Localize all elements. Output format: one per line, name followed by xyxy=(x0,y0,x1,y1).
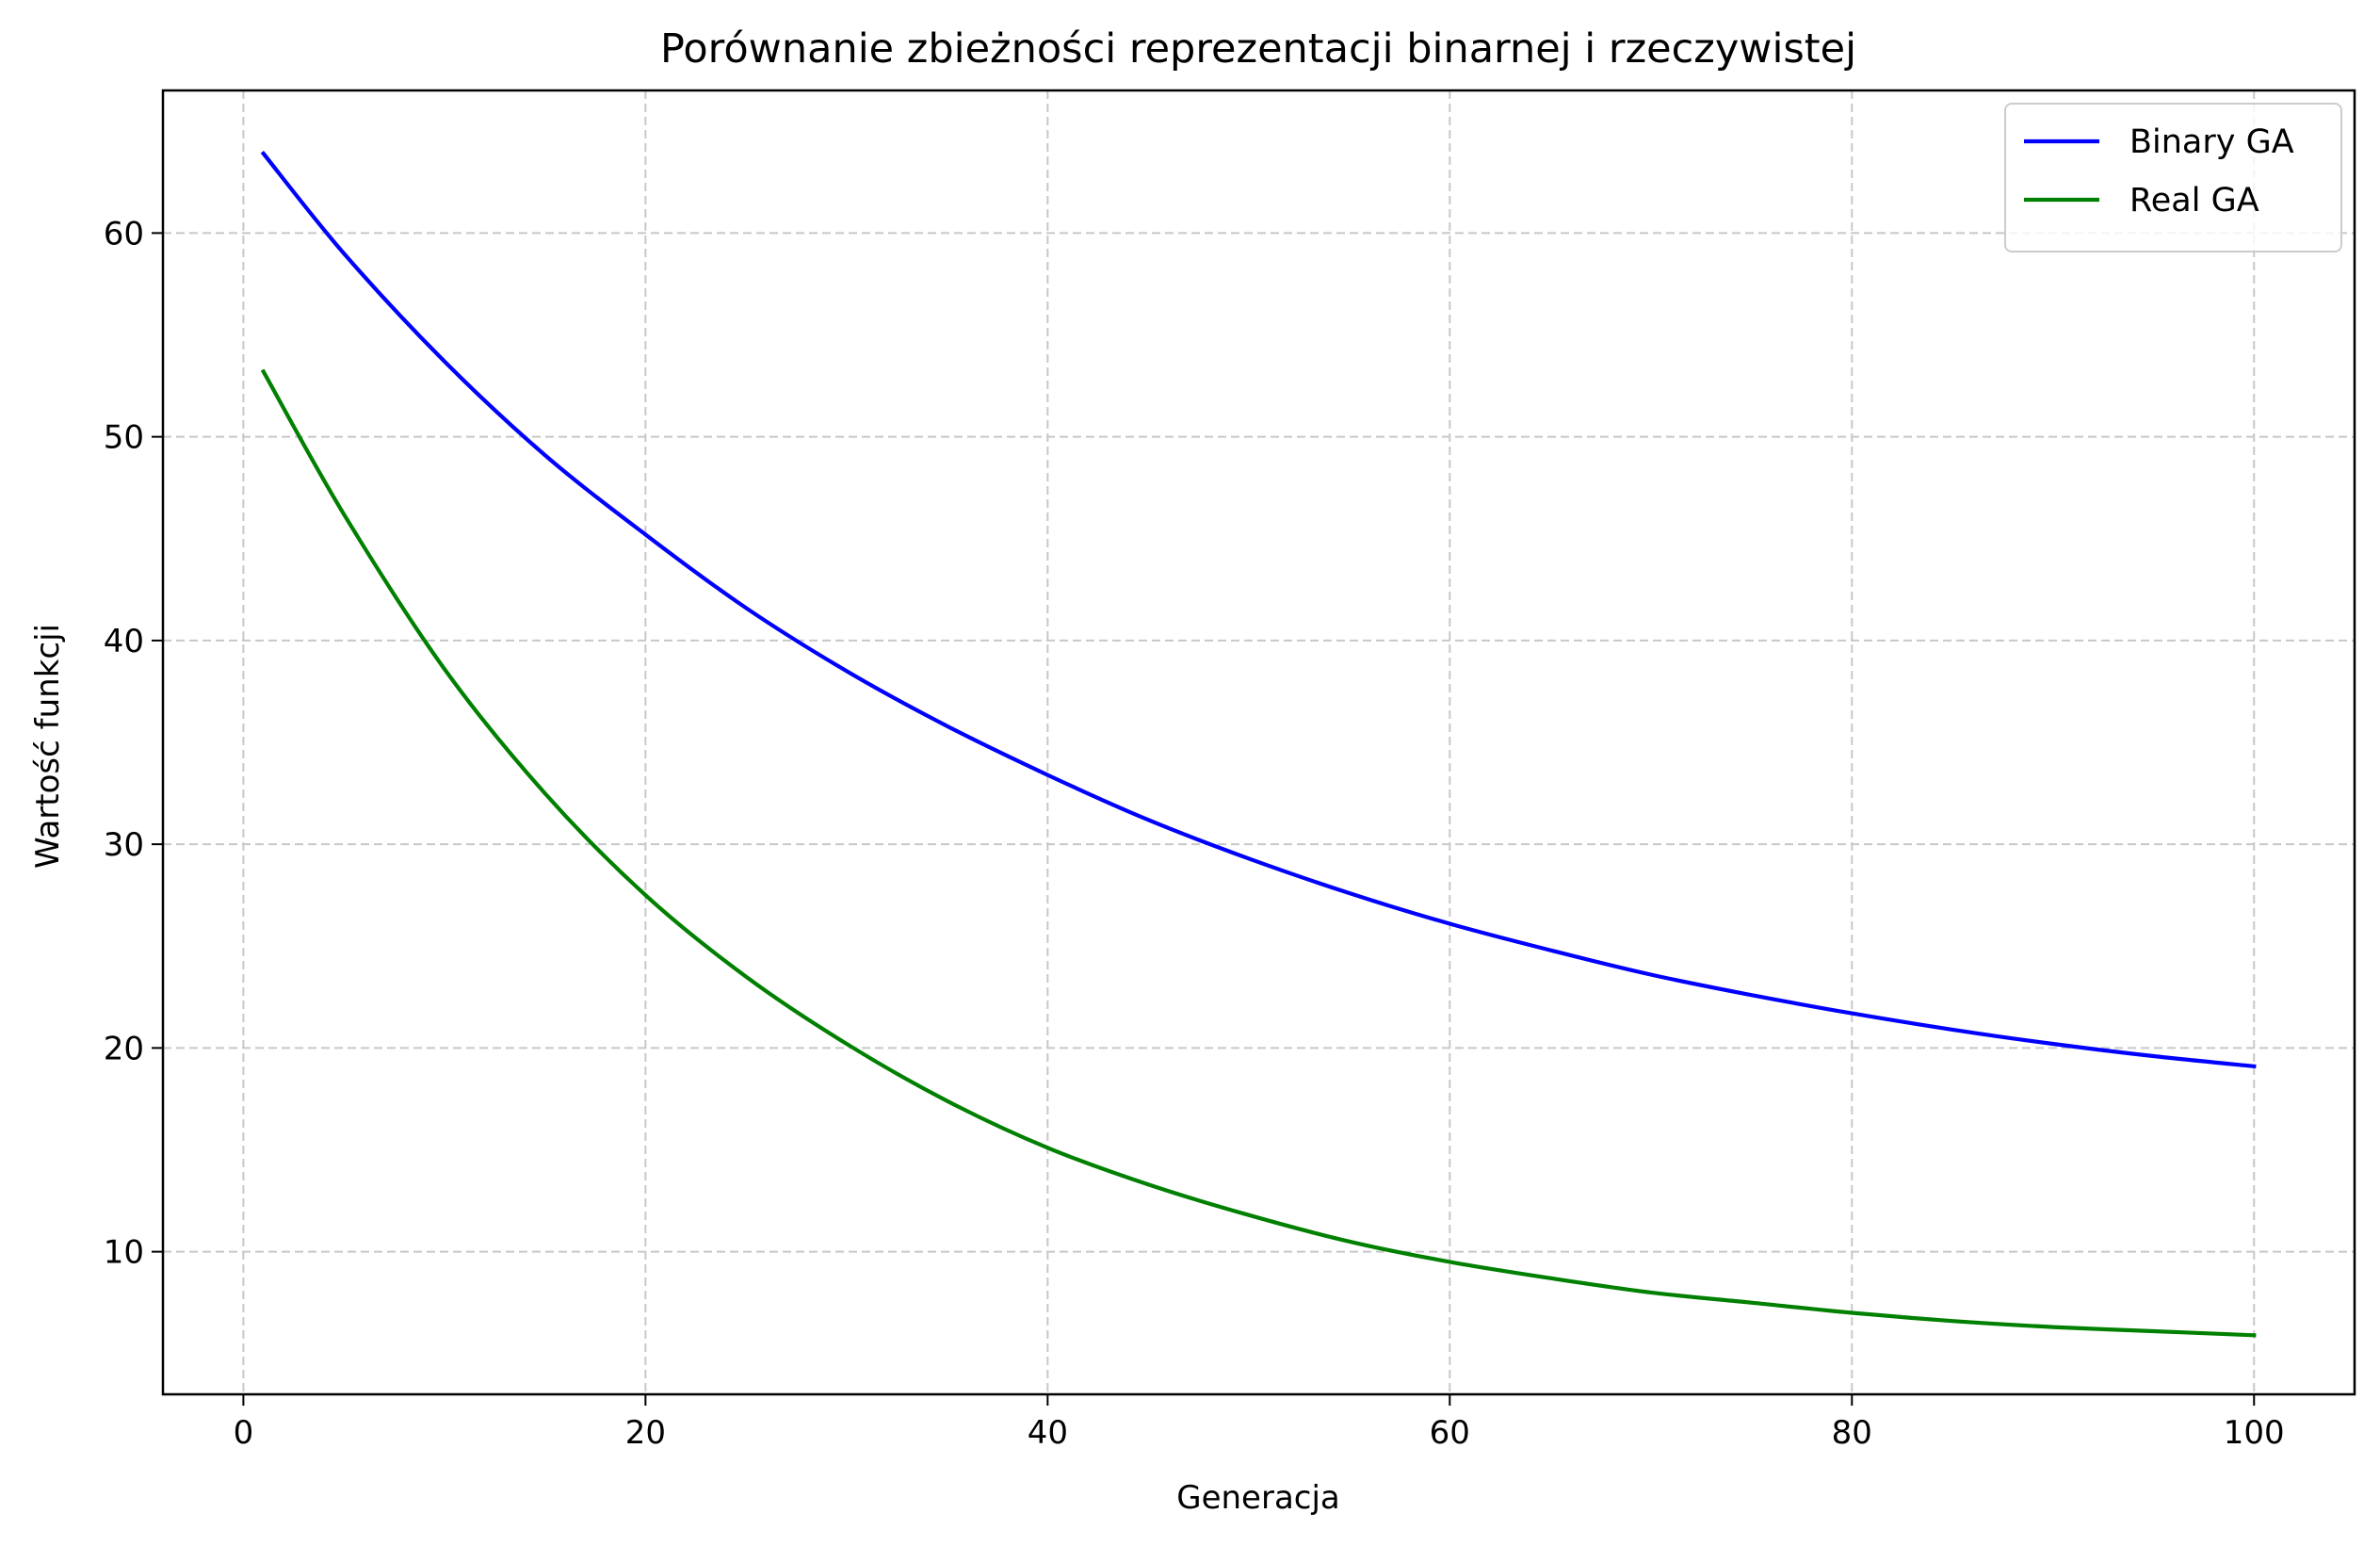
y-tick-label: 30 xyxy=(104,826,144,864)
legend-label-real-ga: Real GA xyxy=(2129,182,2259,220)
x-tick-label: 40 xyxy=(1028,1414,1068,1452)
y-axis-label: Wartość funkcji xyxy=(29,624,67,869)
y-tick-label: 10 xyxy=(104,1234,144,1272)
x-tick-label: 0 xyxy=(234,1414,254,1452)
legend-label-binary-ga: Binary GA xyxy=(2129,123,2294,161)
x-tick-label: 20 xyxy=(625,1414,666,1452)
ticks: 0 20 40 60 80 100 10 20 30 40 50 60 xyxy=(104,215,2285,1452)
grid xyxy=(163,90,2355,1394)
plot-frame xyxy=(161,89,2356,1396)
y-tick-label: 60 xyxy=(104,215,144,252)
x-tick-label: 100 xyxy=(2224,1414,2285,1452)
x-axis-label: Generacja xyxy=(1176,1479,1340,1517)
series-line-binary-ga xyxy=(260,151,2257,1069)
legend: Binary GA Real GA xyxy=(2004,103,2342,252)
series-line-real-ga xyxy=(260,368,2257,1338)
y-tick-label: 20 xyxy=(104,1030,144,1067)
y-tick-label: 50 xyxy=(104,419,144,457)
series-layer xyxy=(260,151,2257,1338)
x-tick-label: 80 xyxy=(1832,1414,1872,1452)
y-tick-label: 40 xyxy=(104,623,144,660)
x-tick-label: 60 xyxy=(1430,1414,1470,1452)
chart-title: Porównanie zbieżności reprezentacji bina… xyxy=(660,25,1856,73)
